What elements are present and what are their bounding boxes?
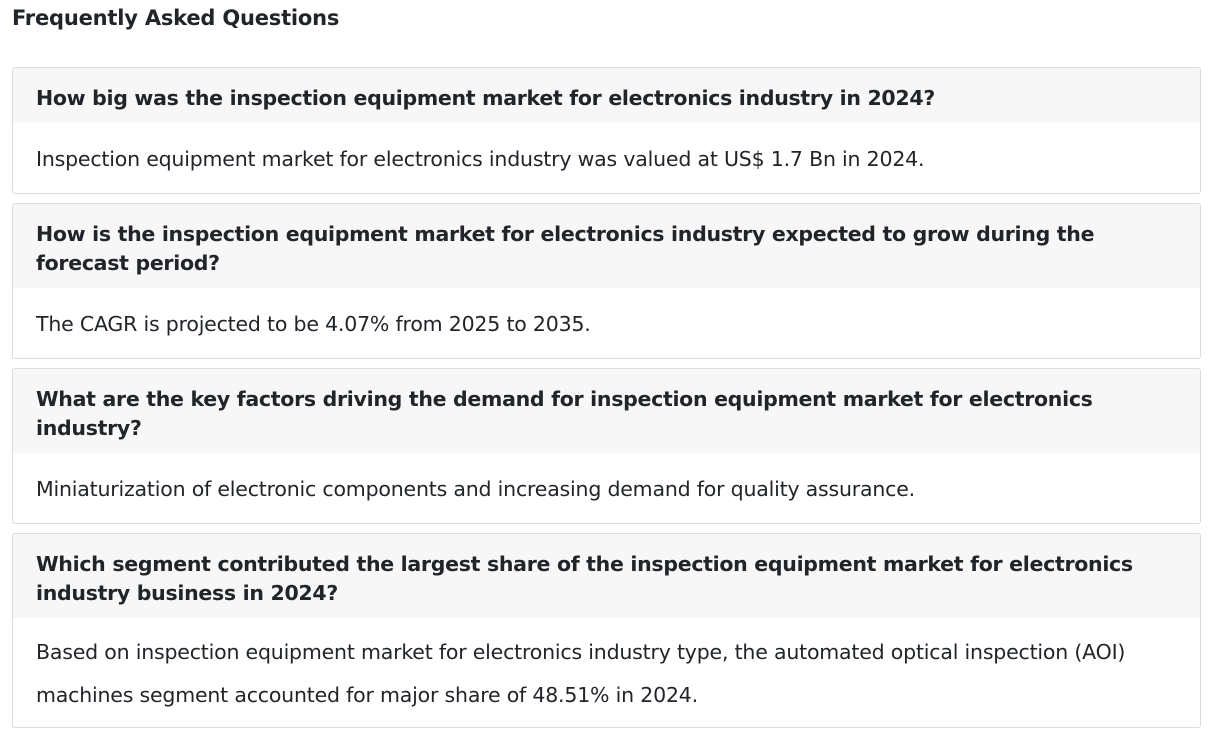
- faq-question[interactable]: How is the inspection equipment market f…: [13, 204, 1200, 288]
- faq-item: Which segment contributed the largest sh…: [12, 533, 1201, 728]
- faq-question[interactable]: How big was the inspection equipment mar…: [13, 68, 1200, 123]
- faq-question[interactable]: What are the key factors driving the dem…: [13, 369, 1200, 453]
- faq-answer: The CAGR is projected to be 4.07% from 2…: [36, 312, 591, 336]
- page-title: Frequently Asked Questions: [12, 6, 340, 30]
- faq-list: How big was the inspection equipment mar…: [12, 67, 1201, 737]
- faq-item: How is the inspection equipment market f…: [12, 203, 1201, 359]
- faq-item: What are the key factors driving the dem…: [12, 368, 1201, 524]
- faq-answer: Based on inspection equipment market for…: [36, 640, 1126, 707]
- faq-item: How big was the inspection equipment mar…: [12, 67, 1201, 194]
- faq-answer: Inspection equipment market for electron…: [36, 147, 925, 171]
- faq-question[interactable]: Which segment contributed the largest sh…: [13, 534, 1200, 618]
- faq-answer: Miniaturization of electronic components…: [36, 477, 915, 501]
